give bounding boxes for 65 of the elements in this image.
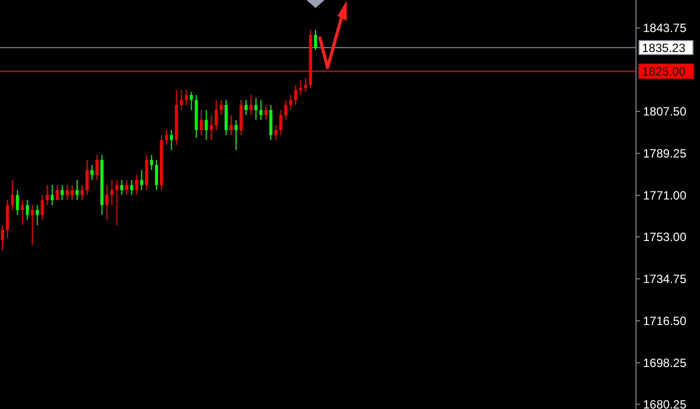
candlestick bbox=[135, 174, 138, 196]
candlestick bbox=[30, 204, 34, 246]
candlestick bbox=[130, 179, 134, 196]
candlestick bbox=[140, 170, 144, 191]
candlestick bbox=[264, 104, 268, 120]
y-tick-label: 1680.25 bbox=[643, 397, 687, 409]
candlestick bbox=[90, 164, 94, 180]
candlestick bbox=[50, 184, 54, 206]
candlestick bbox=[289, 94, 292, 111]
candlestick bbox=[105, 184, 108, 221]
candlestick bbox=[299, 80, 302, 96]
candlestick bbox=[56, 184, 59, 201]
candlestick bbox=[115, 179, 118, 226]
candlestick bbox=[0, 224, 4, 250]
candlestick bbox=[220, 99, 223, 116]
candlestick bbox=[150, 154, 154, 171]
candlestick bbox=[164, 130, 168, 146]
y-tick-label: 1807.50 bbox=[643, 104, 687, 119]
candlestick bbox=[184, 89, 188, 106]
ref-line-label: 1825.00 bbox=[642, 64, 686, 78]
candlestick bbox=[249, 94, 252, 116]
candlestick bbox=[210, 114, 213, 140]
candlestick bbox=[85, 159, 88, 196]
candlestick bbox=[120, 179, 124, 196]
candlestick bbox=[304, 78, 308, 92]
candlestick bbox=[95, 154, 98, 180]
candlestick bbox=[20, 200, 24, 226]
candlestick bbox=[190, 91, 193, 111]
candlestick bbox=[80, 184, 84, 201]
candlestick bbox=[284, 99, 288, 120]
candlestick bbox=[294, 84, 298, 106]
candlestick bbox=[230, 114, 233, 136]
candlestick bbox=[155, 159, 158, 191]
candlestick bbox=[110, 179, 114, 206]
candlestick bbox=[234, 119, 238, 151]
candlestick bbox=[204, 110, 208, 140]
candlestick bbox=[10, 179, 14, 210]
candlestick bbox=[180, 89, 183, 111]
candlestick bbox=[36, 204, 39, 226]
candlestick bbox=[170, 130, 173, 151]
candlestick bbox=[60, 184, 64, 201]
candlestick bbox=[46, 184, 49, 206]
candlestick bbox=[70, 184, 74, 201]
candlestick bbox=[314, 29, 318, 50]
y-tick-label: 1753.00 bbox=[643, 230, 687, 244]
candlestick bbox=[66, 184, 69, 201]
y-tick-label: 1716.50 bbox=[643, 314, 687, 328]
candlestick bbox=[26, 200, 29, 221]
y-tick-label: 1771.00 bbox=[643, 188, 687, 203]
y-tick-label: 1789.25 bbox=[643, 146, 687, 161]
candlestick bbox=[279, 110, 282, 136]
y-tick-label: 1843.75 bbox=[643, 21, 687, 36]
y-tick-label: 1698.25 bbox=[643, 356, 687, 370]
candlestick bbox=[40, 194, 44, 221]
y-tick-label: 1734.75 bbox=[643, 272, 687, 286]
candlestick bbox=[244, 99, 248, 116]
ref-line-label: 1835.23 bbox=[642, 40, 686, 55]
candlestick bbox=[125, 179, 128, 196]
candlestick bbox=[259, 99, 262, 120]
candlestick bbox=[76, 179, 79, 201]
candlestick bbox=[200, 110, 203, 136]
candlestick bbox=[274, 124, 278, 140]
candlestick bbox=[16, 190, 19, 216]
candlestick bbox=[214, 99, 218, 131]
candlestick bbox=[254, 98, 258, 120]
